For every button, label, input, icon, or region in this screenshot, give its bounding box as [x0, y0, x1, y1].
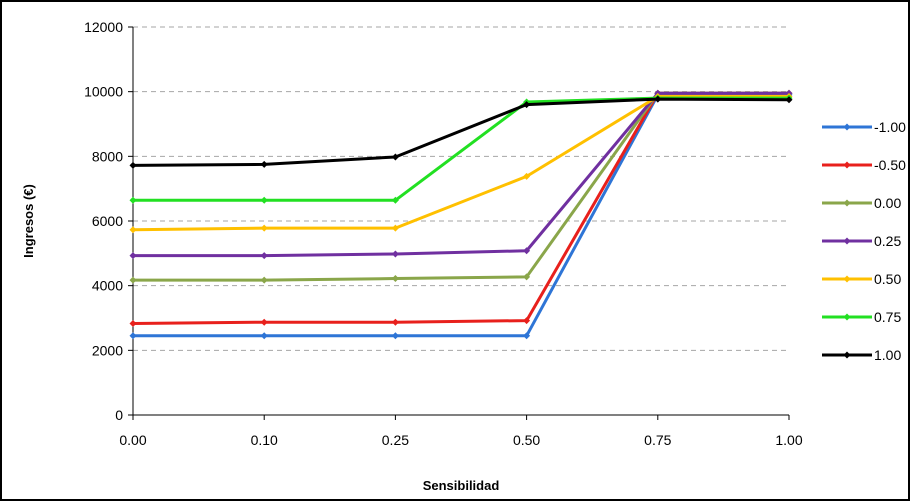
- legend-marker: [843, 237, 851, 245]
- y-tick-labels: 0 2000 4000 6000 8000 10000 12000: [84, 19, 123, 423]
- x-tick-label: 0.10: [251, 432, 278, 448]
- legend-item: 0.00: [822, 195, 901, 211]
- series-lines: [129, 89, 793, 340]
- legend-label: 0.75: [874, 309, 901, 325]
- data-point: [391, 250, 399, 258]
- legend-marker: [843, 123, 851, 131]
- legend-marker: [843, 199, 851, 207]
- y-tick-label: 8000: [92, 148, 123, 164]
- series-line: [132, 91, 789, 325]
- y-tick-label: 12000: [84, 19, 123, 35]
- series-line: [132, 97, 790, 167]
- legend-item: 1.00: [822, 347, 901, 363]
- data-point: [129, 252, 137, 260]
- legend-label: 0.50: [874, 271, 901, 287]
- series-line: [132, 95, 789, 232]
- data-point: [260, 160, 268, 168]
- data-point: [391, 332, 399, 340]
- data-point: [260, 276, 268, 284]
- data-point: [260, 252, 268, 260]
- data-point: [523, 317, 531, 325]
- data-point: [129, 226, 137, 234]
- data-point: [260, 224, 268, 232]
- data-point: [129, 332, 137, 340]
- gridlines: [133, 26, 789, 351]
- data-point: [391, 224, 399, 232]
- data-point: [523, 332, 531, 340]
- series-0.25: [129, 89, 793, 260]
- data-point: [523, 273, 531, 281]
- series-0.75: [129, 94, 793, 204]
- x-tick-label: 0.75: [644, 432, 671, 448]
- series--1.00: [129, 91, 793, 340]
- legend-item: -1.00: [822, 119, 906, 135]
- series-1.00: [129, 95, 793, 169]
- y-tick-label: 6000: [92, 213, 123, 229]
- y-tick-label: 10000: [84, 84, 123, 100]
- x-tick-label: 0.00: [119, 432, 146, 448]
- data-point: [391, 196, 399, 204]
- legend-item: 0.25: [822, 233, 901, 249]
- legend-marker: [843, 161, 851, 169]
- x-axis-title: Sensibilidad: [423, 478, 500, 493]
- series--0.50: [129, 89, 793, 327]
- legend: -1.00 -0.50 0.00 0.25 0.50 0.75 1.00: [822, 119, 906, 363]
- data-point: [260, 332, 268, 340]
- legend-item: 0.75: [822, 309, 901, 325]
- data-point: [391, 318, 399, 326]
- data-point: [129, 276, 137, 284]
- data-point: [260, 196, 268, 204]
- legend-label: 1.00: [874, 347, 901, 363]
- data-point: [129, 319, 137, 327]
- legend-item: 0.50: [822, 271, 901, 287]
- axes: [128, 26, 790, 420]
- y-axis-title: Ingresos (€): [21, 184, 36, 258]
- legend-label: -1.00: [874, 119, 906, 135]
- x-tick-labels: 0.00 0.10 0.25 0.50 0.75 1.00: [119, 432, 802, 448]
- legend-label: 0.00: [874, 195, 901, 211]
- legend-marker: [843, 351, 851, 359]
- legend-marker: [843, 313, 851, 321]
- data-point: [785, 96, 793, 104]
- data-point: [654, 95, 662, 103]
- legend-marker: [843, 275, 851, 283]
- data-point: [391, 153, 399, 161]
- data-point: [523, 172, 531, 180]
- y-tick-label: 4000: [92, 278, 123, 294]
- data-point: [523, 247, 531, 255]
- legend-label: -0.50: [874, 157, 906, 173]
- x-tick-label: 1.00: [775, 432, 802, 448]
- x-tick-label: 0.50: [513, 432, 540, 448]
- data-point: [523, 101, 531, 109]
- series-line: [133, 91, 789, 258]
- data-point: [391, 275, 399, 283]
- legend-label: 0.25: [874, 233, 901, 249]
- y-tick-label: 0: [115, 407, 123, 423]
- y-tick-label: 2000: [92, 342, 123, 358]
- data-point: [129, 196, 137, 204]
- series-line: [133, 93, 789, 338]
- data-point: [129, 161, 137, 169]
- data-point: [260, 318, 268, 326]
- legend-item: -0.50: [822, 157, 906, 173]
- series-0.50: [129, 93, 793, 234]
- series-line: [133, 96, 789, 202]
- x-tick-label: 0.25: [382, 432, 409, 448]
